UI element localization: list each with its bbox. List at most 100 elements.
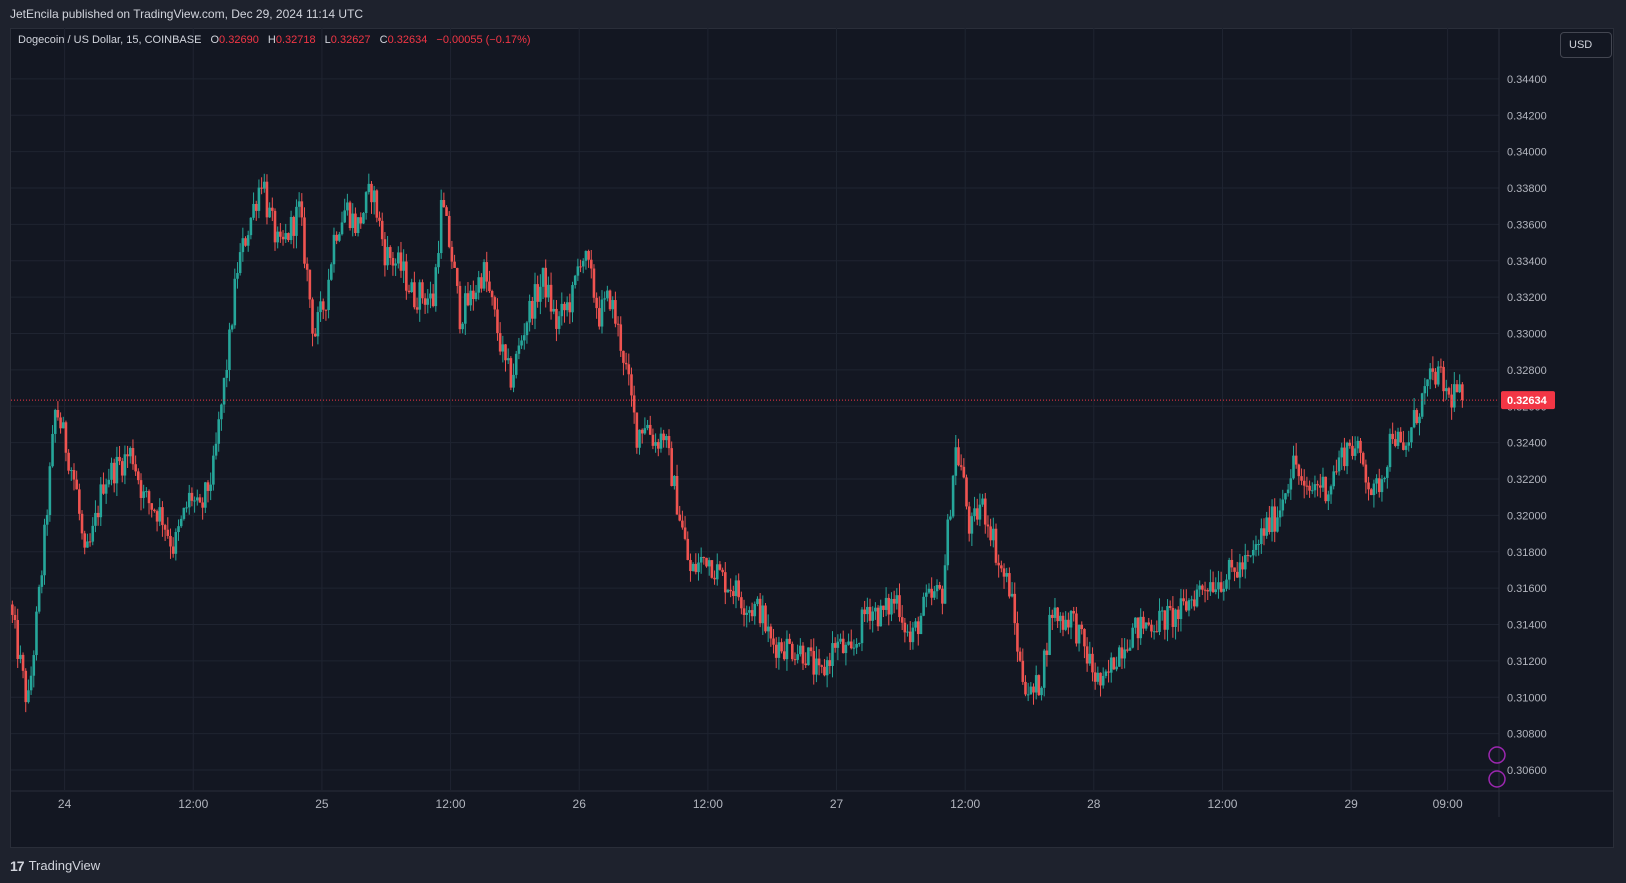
candle-body bbox=[1428, 368, 1432, 380]
candle-body bbox=[1238, 562, 1242, 578]
candle-body bbox=[128, 448, 132, 457]
candle-body bbox=[710, 560, 714, 578]
candle-body bbox=[951, 475, 955, 517]
candle-body bbox=[493, 297, 497, 310]
y-tick-label: 0.31200 bbox=[1507, 656, 1547, 668]
candle-body bbox=[469, 290, 472, 306]
candle-body bbox=[509, 358, 513, 388]
candle-body bbox=[99, 484, 103, 518]
candle-body bbox=[1203, 589, 1207, 591]
candle-body bbox=[1139, 616, 1143, 639]
publish-header: JetEncila published on TradingView.com, … bbox=[0, 0, 1626, 28]
candle-body bbox=[179, 518, 183, 527]
candle-body bbox=[415, 307, 419, 310]
candle-body bbox=[638, 429, 641, 448]
candle-body bbox=[1123, 649, 1126, 659]
candle-body bbox=[1399, 431, 1403, 443]
candle-body bbox=[635, 412, 639, 448]
candle-body bbox=[254, 203, 258, 211]
candle-body bbox=[1147, 622, 1151, 625]
candle-body bbox=[1112, 657, 1116, 670]
candle-body bbox=[56, 409, 60, 418]
candle-body bbox=[702, 556, 706, 558]
candle-body bbox=[1353, 448, 1357, 456]
candle-body bbox=[346, 202, 349, 211]
currency-selector[interactable]: USD bbox=[1560, 32, 1612, 58]
candle-body bbox=[447, 215, 451, 247]
candle-body bbox=[764, 605, 767, 632]
candle-body bbox=[729, 589, 732, 592]
candle-body bbox=[973, 508, 976, 517]
tradingview-brand[interactable]: 17 TradingView bbox=[10, 856, 100, 876]
candle-body bbox=[874, 607, 877, 612]
candle-body bbox=[646, 424, 649, 429]
candle-body bbox=[809, 647, 813, 652]
candle-body bbox=[1367, 482, 1370, 490]
legend-symbol[interactable]: Dogecoin / US Dollar, 15, COINBASE bbox=[18, 34, 202, 46]
candle-body bbox=[866, 606, 869, 615]
candle-body bbox=[1225, 579, 1228, 589]
candle-body bbox=[1251, 549, 1255, 556]
candle-body bbox=[911, 627, 915, 643]
candle-body bbox=[1444, 388, 1448, 392]
candle-body bbox=[402, 261, 405, 271]
candle-body bbox=[1209, 582, 1212, 592]
candle-body bbox=[1380, 479, 1384, 493]
candle-body bbox=[43, 524, 46, 576]
candle-body bbox=[75, 479, 78, 490]
candle-body bbox=[608, 290, 612, 310]
candle-body bbox=[1254, 544, 1258, 550]
candle-body bbox=[785, 638, 789, 660]
candle-body bbox=[378, 217, 381, 221]
candle-body bbox=[1388, 433, 1392, 468]
candle-body bbox=[568, 302, 572, 313]
candle-body bbox=[1364, 464, 1368, 483]
candle-body bbox=[992, 528, 995, 541]
candle-body bbox=[1013, 593, 1017, 624]
candle-body bbox=[351, 213, 355, 229]
candle-body bbox=[997, 562, 1000, 566]
candle-body bbox=[407, 290, 411, 293]
candle-body bbox=[426, 298, 430, 305]
candle-body bbox=[863, 609, 866, 615]
candle-body bbox=[801, 645, 805, 664]
candle-body bbox=[753, 603, 757, 617]
candle-body bbox=[705, 557, 708, 567]
alert-marker-icon[interactable] bbox=[1488, 746, 1506, 764]
candle-body bbox=[182, 507, 186, 519]
candle-body bbox=[726, 589, 730, 593]
candle-body bbox=[1447, 388, 1451, 395]
candle-body bbox=[841, 638, 845, 654]
candle-body bbox=[670, 448, 673, 487]
candle-body bbox=[1126, 649, 1129, 651]
candle-body bbox=[935, 585, 939, 592]
candle-body bbox=[190, 492, 194, 501]
candle-body bbox=[246, 235, 250, 246]
candle-body bbox=[758, 598, 762, 624]
x-tick-label: 26 bbox=[573, 797, 587, 811]
candle-body bbox=[595, 297, 598, 309]
candle-body bbox=[683, 527, 687, 539]
y-tick-label: 0.32000 bbox=[1507, 510, 1547, 522]
candle-body bbox=[949, 516, 952, 520]
candle-body bbox=[1042, 650, 1046, 688]
candle-body bbox=[413, 282, 416, 308]
candle-body bbox=[1260, 528, 1263, 545]
alert-marker-icon[interactable] bbox=[1488, 770, 1506, 788]
candle-body bbox=[1426, 379, 1429, 387]
candle-body bbox=[1297, 464, 1301, 477]
current-price-badge bbox=[1501, 391, 1555, 410]
chart-pane[interactable] bbox=[10, 28, 1614, 848]
candle-body bbox=[316, 312, 320, 337]
candle-body bbox=[16, 620, 20, 659]
candle-body bbox=[772, 638, 775, 645]
candle-body bbox=[793, 659, 797, 661]
candle-body bbox=[271, 207, 274, 211]
candle-body bbox=[616, 323, 620, 325]
candle-body bbox=[40, 575, 44, 587]
y-tick-label: 0.33600 bbox=[1507, 219, 1547, 231]
x-tick-label: 25 bbox=[315, 797, 329, 811]
candle-body bbox=[648, 424, 652, 435]
candle-body bbox=[120, 461, 124, 476]
